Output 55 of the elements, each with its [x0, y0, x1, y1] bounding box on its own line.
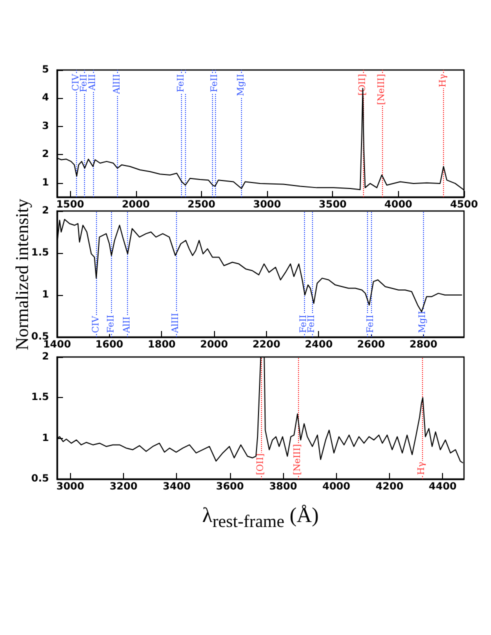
x-tick-label: 3000 [56, 482, 84, 492]
x-tick-label: 2600 [357, 340, 386, 350]
y-tick-label: 1 [42, 177, 50, 188]
y-tick-label: 4 [42, 92, 50, 104]
ref-line-label: AlIII [171, 312, 182, 334]
ref-line-label: FeII [306, 314, 317, 333]
ref-line-label: FeII [106, 314, 116, 333]
ref-line-label: CIV [91, 316, 102, 333]
x-tick-label: 3800 [269, 482, 298, 492]
y-tick-label: 1 [42, 290, 50, 300]
ref-line-label: FeII [176, 74, 187, 92]
x-tick-label: 3000 [253, 200, 282, 210]
x-tick-label: 3200 [110, 482, 138, 492]
x-tick-label: 2000 [200, 340, 228, 350]
ref-line-label: [OII] [256, 453, 266, 475]
ref-line-label: AlII [88, 74, 98, 92]
x-tick-label: 3500 [318, 200, 347, 210]
ref-line-label: FeII [210, 74, 220, 92]
x-tick-label: 3600 [216, 482, 244, 492]
ref-line-label: AlIII [112, 74, 122, 96]
ref-line-label: MgII [236, 74, 246, 96]
ref-line-label: [OII] [358, 74, 368, 96]
y-tick-label: 1.5 [31, 248, 50, 258]
ref-line-label: Hγ [416, 462, 427, 475]
y-tick-label: 2 [42, 206, 50, 216]
x-tick-label: 2400 [304, 340, 333, 350]
ref-line-label: MgII [418, 310, 428, 333]
x-tick-label: 4400 [428, 482, 457, 492]
x-tick-label: 1600 [95, 340, 124, 350]
x-tick-label: 1800 [148, 340, 176, 350]
x-tick-label: 1400 [43, 340, 71, 350]
y-tick-label: 5 [42, 64, 50, 76]
y-tick-label: 1.5 [31, 392, 50, 404]
x-axis-title: λ$_{rest-frame}$ (Å) [201, 503, 320, 532]
ref-line-label: AlII [122, 316, 133, 334]
x-tick-label: 2500 [188, 200, 216, 210]
x-tick-label: 3400 [162, 482, 191, 492]
x-tick-label: 4500 [450, 200, 478, 210]
y-axis-title: Normalized intensity [12, 198, 32, 350]
y-tick-label: 2 [42, 149, 50, 160]
x-tick-label: 2200 [252, 340, 280, 350]
x-tick-label: 4000 [384, 200, 412, 210]
ref-line-label: FeII [366, 314, 376, 333]
y-tick-label: 3 [42, 120, 50, 132]
ref-line-label: [NeIII] [293, 444, 304, 475]
x-tick-label: 1500 [56, 200, 84, 210]
y-tick-label: 2 [42, 352, 50, 362]
ref-line-label: [NeIII] [376, 74, 387, 105]
x-tick-label: 4000 [322, 482, 350, 492]
x-tick-label: 2800 [410, 340, 438, 350]
y-tick-label: 0.5 [31, 474, 50, 484]
ref-line-label: Hγ [438, 74, 449, 88]
x-tick-label: 2000 [122, 200, 150, 210]
x-tick-label: 4200 [376, 482, 404, 492]
y-tick-label: 1 [42, 432, 50, 444]
